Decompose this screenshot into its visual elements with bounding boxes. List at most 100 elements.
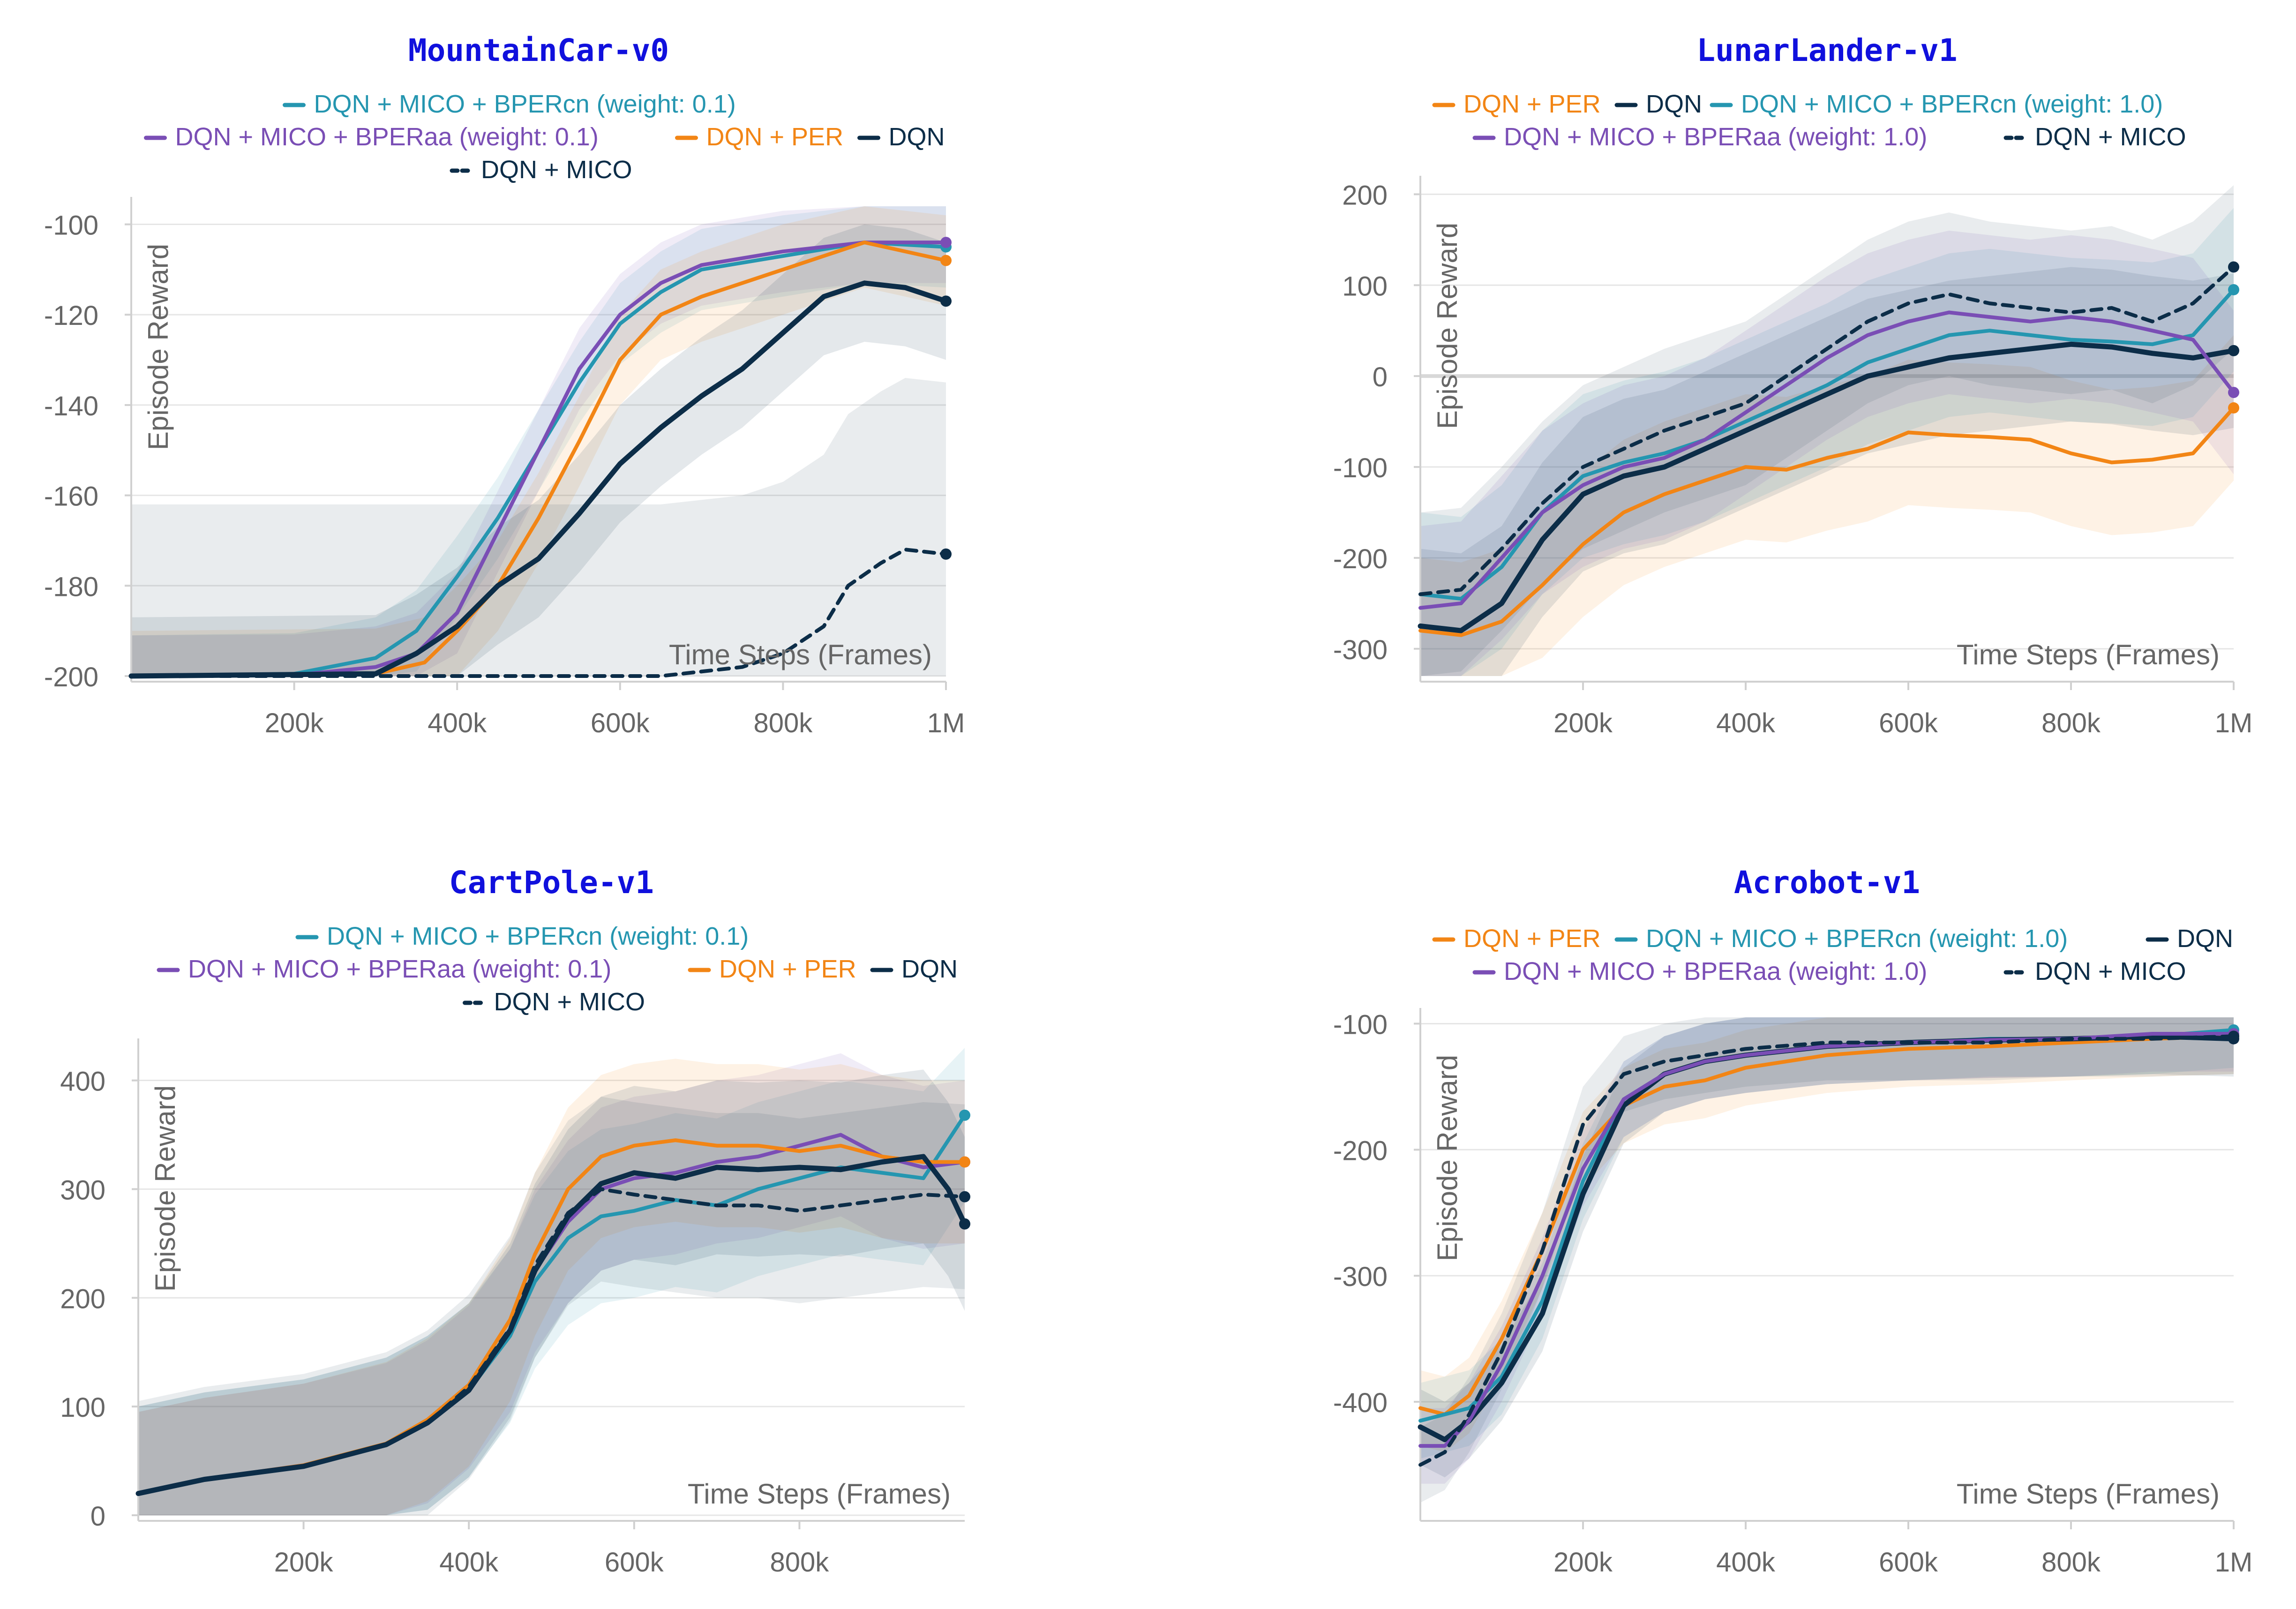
legend-label: DQN	[889, 123, 945, 151]
x-tick-label: 200k	[1553, 1547, 1613, 1578]
series-line-5	[1418, 1034, 2236, 1467]
legend: DQN + MICO + BPERcn (weight: 0.1) DQN + M…	[144, 90, 945, 184]
chart-title: LunarLander-v1	[1696, 32, 1957, 68]
legend-label: DQN + MICO + BPERcn (weight: 0.1)	[327, 922, 749, 950]
legend-label: DQN + MICO + BPERcn (weight: 1.0)	[1741, 90, 2163, 118]
series-line-5	[129, 548, 948, 678]
y-tick-label: -100	[1333, 1009, 1388, 1040]
band-5	[138, 1097, 965, 1515]
x-axis-label: Time Steps (Frames)	[1957, 1478, 2220, 1510]
legend: DQN + MICO + BPERcn (weight: 0.1) DQN + M…	[157, 922, 958, 1016]
series-line-5	[136, 1187, 967, 1496]
y-tick-label: -140	[44, 391, 98, 421]
band-4	[131, 224, 946, 676]
y-tick-label: -180	[44, 571, 98, 602]
legend-label: DQN + MICO + BPERaa (weight: 1.0)	[1504, 957, 1927, 985]
y-tick-label: 0	[1373, 362, 1388, 392]
legend-label: DQN + PER	[1463, 925, 1601, 953]
y-tick-label: 300	[60, 1175, 105, 1205]
x-tick-label: 1M	[2215, 708, 2253, 738]
band-1	[1420, 1017, 2234, 1452]
x-tick-label: 200k	[1553, 708, 1613, 738]
y-tick-label: -300	[1333, 635, 1388, 665]
band-4	[1420, 230, 2234, 676]
x-tick-label: 800k	[2041, 1547, 2101, 1578]
series-endpoint-5	[2228, 261, 2239, 273]
series-endpoint-2	[2228, 345, 2239, 356]
series-line-5	[1418, 265, 2236, 596]
y-tick-label: -200	[44, 662, 98, 692]
y-tick-label: -100	[44, 211, 98, 241]
x-axis-label: Time Steps (Frames)	[669, 639, 932, 670]
legend-label: DQN + MICO + BPERcn (weight: 0.1)	[314, 90, 736, 118]
series-line-3	[129, 241, 948, 678]
y-tick-label: -120	[44, 301, 98, 331]
band-5	[1420, 1017, 2234, 1503]
chart-cartpole: 0 100 200 300 400 200k 400k 600k 800k CartPole-v…	[60, 865, 970, 1578]
y-axis-label: Episode Reward	[1432, 223, 1463, 429]
x-tick-label: 600k	[1879, 1547, 1938, 1578]
chart-title: Acrobot-v1	[1734, 865, 1920, 901]
tick-labels: -200 -180 -160 -140 -120 -100 200k 400k 600k 800k…	[44, 211, 965, 738]
x-tick-label: 1M	[927, 708, 965, 738]
legend: DQN + PER DQN + MICO + BPERcn (weight: 1.…	[1432, 925, 2233, 985]
y-tick-label: 100	[60, 1392, 105, 1423]
band-2	[131, 206, 946, 676]
band-3	[131, 206, 946, 676]
legend-label: DQN + MICO + BPERaa (weight: 0.1)	[175, 123, 599, 151]
series-line-1	[1418, 1034, 2236, 1416]
legend-label: DQN + MICO + BPERaa (weight: 0.1)	[188, 955, 611, 983]
band-2	[1420, 1017, 2234, 1459]
series-endpoint-5	[959, 1191, 970, 1203]
x-axis-label: Time Steps (Frames)	[688, 1478, 951, 1510]
y-tick-label: -200	[1333, 1135, 1388, 1166]
legend-label: DQN + MICO + BPERcn (weight: 1.0)	[1646, 925, 2068, 953]
y-axis-label: Episode Reward	[143, 244, 174, 450]
y-tick-label: -200	[1333, 544, 1388, 574]
y-axis-label: Episode Reward	[1432, 1055, 1463, 1261]
y-tick-label: 100	[1342, 271, 1388, 301]
grid-lines	[1420, 193, 2234, 650]
legend-label: DQN + PER	[1463, 90, 1601, 118]
band-4	[1420, 1017, 2234, 1484]
band-1	[138, 1048, 965, 1515]
series-lines	[1418, 1024, 2239, 1467]
y-tick-label: 0	[90, 1501, 105, 1532]
legend-label: DQN	[1646, 90, 1702, 118]
chart-title: MountainCar-v0	[408, 32, 669, 68]
band-3	[1420, 208, 2234, 676]
band-4	[138, 1069, 965, 1515]
y-tick-label: 200	[1342, 180, 1388, 211]
y-tick-label: -160	[44, 481, 98, 512]
series-line-1	[129, 241, 948, 678]
x-tick-label: 800k	[770, 1547, 830, 1578]
legend-label: DQN + PER	[706, 123, 844, 151]
y-tick-label: 200	[60, 1284, 105, 1314]
band-1	[131, 206, 946, 676]
series-line-1	[1418, 406, 2236, 637]
series-endpoint-2	[940, 237, 952, 248]
series-line-4	[1418, 310, 2236, 610]
series-line-2	[129, 241, 948, 678]
axes	[132, 1038, 965, 1529]
series-endpoint-4	[959, 1218, 970, 1230]
series-endpoint-3	[959, 1156, 970, 1168]
x-tick-label: 200k	[265, 708, 324, 738]
series-endpoint-3	[2228, 284, 2239, 295]
chart-acrobot: -400 -300 -200 -100 200k 400k 600k 800k 1M Acrob…	[1333, 865, 2252, 1578]
grid-lines	[1420, 1023, 2234, 1403]
band-1	[1420, 335, 2234, 676]
chart-lunarlander: -300 -200 -100 0 100 200 200k 400k 600k 800k 1M Lu…	[1333, 32, 2252, 738]
x-tick-label: 600k	[1879, 708, 1938, 738]
y-tick-label: 400	[60, 1067, 105, 1097]
legend-label: DQN + MICO	[2035, 123, 2186, 151]
axes	[1414, 176, 2235, 690]
legend-label: DQN + PER	[719, 955, 856, 983]
x-tick-label: 400k	[1716, 708, 1776, 738]
y-tick-label: -300	[1333, 1262, 1388, 1292]
legend-label: DQN	[2177, 925, 2233, 953]
legend-label: DQN + MICO	[2035, 957, 2186, 985]
x-tick-label: 400k	[439, 1547, 499, 1578]
